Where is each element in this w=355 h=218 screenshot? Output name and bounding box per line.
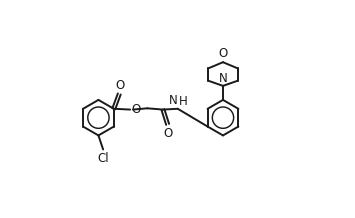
Text: Cl: Cl xyxy=(97,152,109,165)
Text: N: N xyxy=(169,94,178,107)
Text: N: N xyxy=(219,72,227,85)
Text: O: O xyxy=(163,126,172,140)
Text: H: H xyxy=(179,95,187,108)
Text: O: O xyxy=(115,79,125,92)
Text: O: O xyxy=(218,47,228,60)
Text: O: O xyxy=(131,103,141,116)
